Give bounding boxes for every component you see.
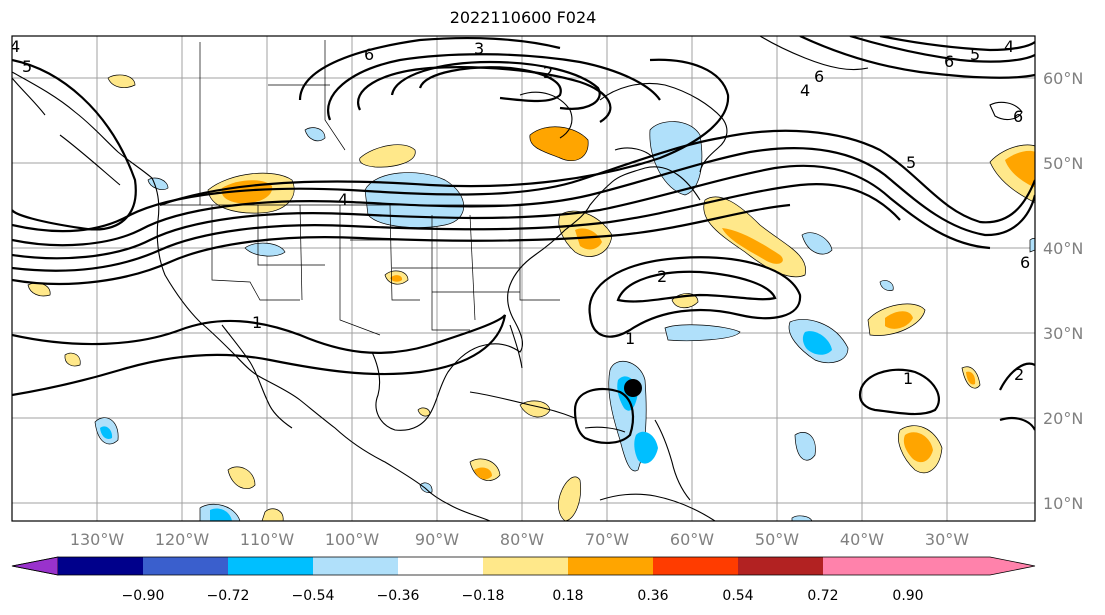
lon-label: 30°W (925, 530, 969, 549)
contour-label-group: 4 5 6 3 2 6 5 4 1 2 1 1 2 4 6 6 5 4 6 (10, 37, 1030, 388)
colorbar-tick-label: −0.54 (292, 588, 335, 604)
colorbar-tick-label: 0.90 (892, 588, 923, 604)
contour-label: 5 (22, 57, 32, 76)
contour-label: 6 (1013, 107, 1023, 126)
contour-label: 2 (657, 267, 667, 286)
colorbar-tick-label: −0.90 (122, 588, 165, 604)
contour-label: 2 (1014, 365, 1024, 384)
lon-label: 90°W (415, 530, 459, 549)
lat-label: 60°N (1043, 69, 1083, 88)
contour-label: 5 (970, 45, 980, 64)
colorbar-bin (653, 557, 738, 575)
colorbar-tick-label: −0.18 (462, 588, 505, 604)
lon-label: 120°W (155, 530, 210, 549)
contour-label: 1 (903, 369, 913, 388)
lon-label: 130°W (70, 530, 125, 549)
contour-label: 4 (338, 190, 348, 209)
lon-label: 40°W (840, 530, 884, 549)
lon-label: 50°W (755, 530, 799, 549)
map-area (12, 36, 1035, 521)
contour-label: 6 (364, 45, 374, 64)
map-frame (11, 35, 1036, 522)
lon-label: 70°W (585, 530, 629, 549)
contour-label: 6 (944, 52, 954, 71)
colorbar-tick-label: −0.36 (377, 588, 420, 604)
lon-label: 80°W (500, 530, 544, 549)
colorbar-ticks: −0.90 −0.72 −0.54 −0.36 −0.18 0.18 0.36 … (122, 588, 924, 604)
gridlines (12, 36, 1035, 521)
colorbar-extend-low (11, 556, 59, 576)
longitude-labels: 130°W 120°W 110°W 100°W 90°W 80°W 70°W 6… (70, 530, 969, 549)
storm-center-marker (624, 379, 642, 397)
colorbar-tick-label: −0.72 (207, 588, 250, 604)
contour-label: 1 (625, 329, 635, 348)
contour-label: 1 (252, 313, 262, 332)
contour-label: 2 (543, 63, 553, 82)
colorbar-bin (313, 557, 398, 575)
colorbar-tick-label: 0.18 (552, 588, 583, 604)
contour-lines (12, 36, 1035, 444)
contour-label: 4 (10, 37, 20, 56)
lat-label: 30°N (1043, 324, 1083, 343)
lat-label: 20°N (1043, 409, 1083, 428)
colorbar-bin (738, 557, 823, 575)
map-title: 2022110600 F024 (449, 8, 597, 27)
colorbar (11, 556, 1036, 576)
colorbar-bin (398, 557, 483, 575)
contour-label: 4 (1004, 37, 1014, 56)
colorbar-bin (228, 557, 313, 575)
contour-label: 4 (800, 81, 810, 100)
lat-label: 10°N (1043, 494, 1083, 513)
colorbar-tick-label: 0.36 (637, 588, 668, 604)
colorbar-tick-label: 0.54 (722, 588, 753, 604)
contour-label: 6 (1020, 253, 1030, 272)
lon-label: 110°W (240, 530, 295, 549)
lon-label: 100°W (325, 530, 380, 549)
contour-label: 3 (474, 39, 484, 58)
colorbar-bin (143, 557, 228, 575)
lat-label: 50°N (1043, 154, 1083, 173)
colorbar-bin (823, 557, 908, 575)
colorbar-tick-label: 0.72 (807, 588, 838, 604)
lat-label: 40°N (1043, 239, 1083, 258)
contour-label: 5 (906, 153, 916, 172)
latitude-labels: 60°N 50°N 40°N 30°N 20°N 10°N (1043, 69, 1083, 513)
colorbar-bin (483, 557, 568, 575)
colorbar-bin (58, 557, 143, 575)
colorbar-bin (568, 557, 653, 575)
lon-label: 60°W (670, 530, 714, 549)
contour-label: 6 (814, 67, 824, 86)
